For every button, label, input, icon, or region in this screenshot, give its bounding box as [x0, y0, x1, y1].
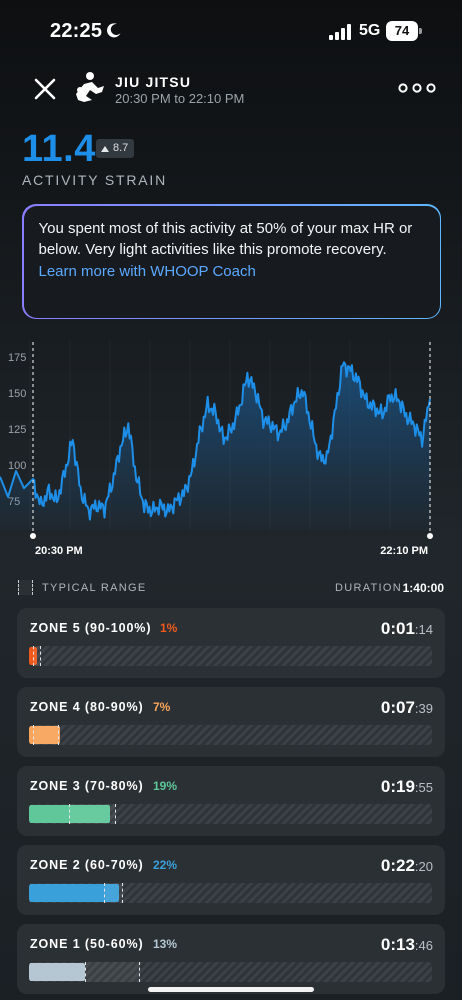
- moon-icon: [107, 23, 121, 38]
- zone-card-2[interactable]: ZONE 2 (60-70%) 22% 0:22:20: [17, 845, 445, 915]
- range-legend-row: TYPICAL RANGE DURATION 1:40:00: [0, 578, 462, 600]
- zone-percent: 7%: [153, 700, 171, 714]
- zone-percent: 19%: [153, 779, 178, 793]
- activity-time-range: 20:30 PM to 22:10 PM: [115, 91, 245, 106]
- battery-level: 74: [386, 21, 418, 41]
- up-triangle-icon: [101, 145, 109, 152]
- zone-percent: 22%: [153, 858, 178, 872]
- heart-rate-area: [0, 362, 430, 530]
- zone-name: ZONE 4 (80-90%): [30, 700, 144, 714]
- activity-title: JIU JITSU: [115, 74, 192, 90]
- coach-link[interactable]: Learn more with WHOOP Coach: [38, 262, 256, 280]
- y-tick-label: 125: [8, 424, 26, 436]
- zone-time: 0:01:14: [381, 619, 433, 639]
- typical-range-swatch: [18, 580, 33, 595]
- zone-time-main: 0:07: [380, 698, 415, 717]
- zone-time-seconds: :20: [414, 859, 433, 874]
- more-icon[interactable]: [398, 82, 436, 94]
- start-time-label: 20:30 PM: [35, 545, 83, 557]
- zone-bar-fill: [29, 884, 119, 902]
- y-tick-label: 150: [8, 388, 26, 400]
- zone-typical-range: [33, 646, 42, 666]
- zone-percent: 13%: [153, 937, 178, 951]
- zone-bar-track: [29, 646, 432, 666]
- zone-bar-fill: [29, 963, 85, 981]
- status-bar: 22:25 5G 74: [0, 0, 462, 62]
- strain-label: ACTIVITY STRAIN: [22, 172, 167, 188]
- zone-time: 0:07:39: [381, 698, 433, 718]
- strain-value: 11.4: [22, 128, 96, 170]
- close-icon[interactable]: [32, 76, 58, 102]
- battery-icon: 74: [386, 21, 422, 41]
- coach-card[interactable]: You spent most of this activity at 50% o…: [22, 204, 441, 319]
- activity-header: JIU JITSU 20:30 PM to 22:10 PM: [0, 66, 462, 116]
- network-label: 5G: [359, 22, 381, 39]
- signal-icon: [329, 24, 351, 40]
- zone-card-5[interactable]: ZONE 5 (90-100%) 1% 0:01:14: [17, 608, 445, 678]
- zone-time-seconds: :39: [414, 701, 433, 716]
- zone-bar-track: [29, 962, 432, 982]
- end-time-label: 22:10 PM: [380, 545, 428, 557]
- home-indicator[interactable]: [148, 987, 314, 992]
- heart-rate-line: [0, 361, 431, 521]
- zone-time: 0:22:20: [381, 856, 433, 876]
- zone-card-3[interactable]: ZONE 3 (70-80%) 19% 0:19:55: [17, 766, 445, 836]
- zone-name: ZONE 1 (50-60%): [30, 937, 144, 951]
- end-time-dot: [427, 533, 433, 539]
- zone-time-seconds: :46: [414, 938, 433, 953]
- zone-time-main: 0:01: [380, 619, 415, 638]
- zone-time-main: 0:22: [380, 856, 415, 875]
- zone-typical-range: [33, 725, 60, 745]
- strain-badge-value: 8.7: [113, 142, 129, 154]
- zone-card-4[interactable]: ZONE 4 (80-90%) 7% 0:07:39: [17, 687, 445, 757]
- start-time-dot: [30, 533, 36, 539]
- zone-percent: 1%: [160, 621, 178, 635]
- zone-bar-track: [29, 804, 432, 824]
- zone-time-main: 0:19: [380, 777, 415, 796]
- zone-typical-range: [69, 804, 116, 824]
- zone-time-seconds: :55: [414, 780, 433, 795]
- status-time: 22:25: [50, 20, 103, 42]
- zone-time: 0:13:46: [381, 935, 433, 955]
- zone-name: ZONE 3 (70-80%): [30, 779, 144, 793]
- zone-bar-track: [29, 725, 432, 745]
- zone-name: ZONE 2 (60-70%): [30, 858, 144, 872]
- jiu-jitsu-icon: [76, 72, 104, 102]
- hr-zones-list: ZONE 5 (90-100%) 1% 0:01:14 ZONE 4 (80-9…: [17, 608, 445, 1000]
- zone-bar-fill: [29, 726, 61, 744]
- zone-time: 0:19:55: [381, 777, 433, 797]
- zone-time-main: 0:13: [380, 935, 415, 954]
- zone-typical-range: [103, 883, 123, 903]
- battery-cap: [419, 28, 422, 34]
- zone-card-1[interactable]: ZONE 1 (50-60%) 13% 0:13:46: [17, 924, 445, 994]
- duration-value: 1:40:00: [402, 581, 444, 595]
- zone-bar-track: [29, 883, 432, 903]
- coach-card-body: You spent most of this activity at 50% o…: [23, 205, 440, 318]
- zone-time-seconds: :14: [414, 622, 433, 637]
- coach-message: You spent most of this activity at 50% o…: [38, 219, 413, 258]
- duration-label: DURATION: [334, 582, 402, 594]
- typical-range-label: TYPICAL RANGE: [42, 582, 147, 594]
- strain-badge: 8.7: [96, 139, 135, 158]
- y-tick-label: 175: [8, 352, 26, 364]
- zone-name: ZONE 5 (90-100%): [30, 621, 152, 635]
- zone-typical-range: [84, 962, 140, 982]
- y-tick-label: 100: [8, 460, 26, 472]
